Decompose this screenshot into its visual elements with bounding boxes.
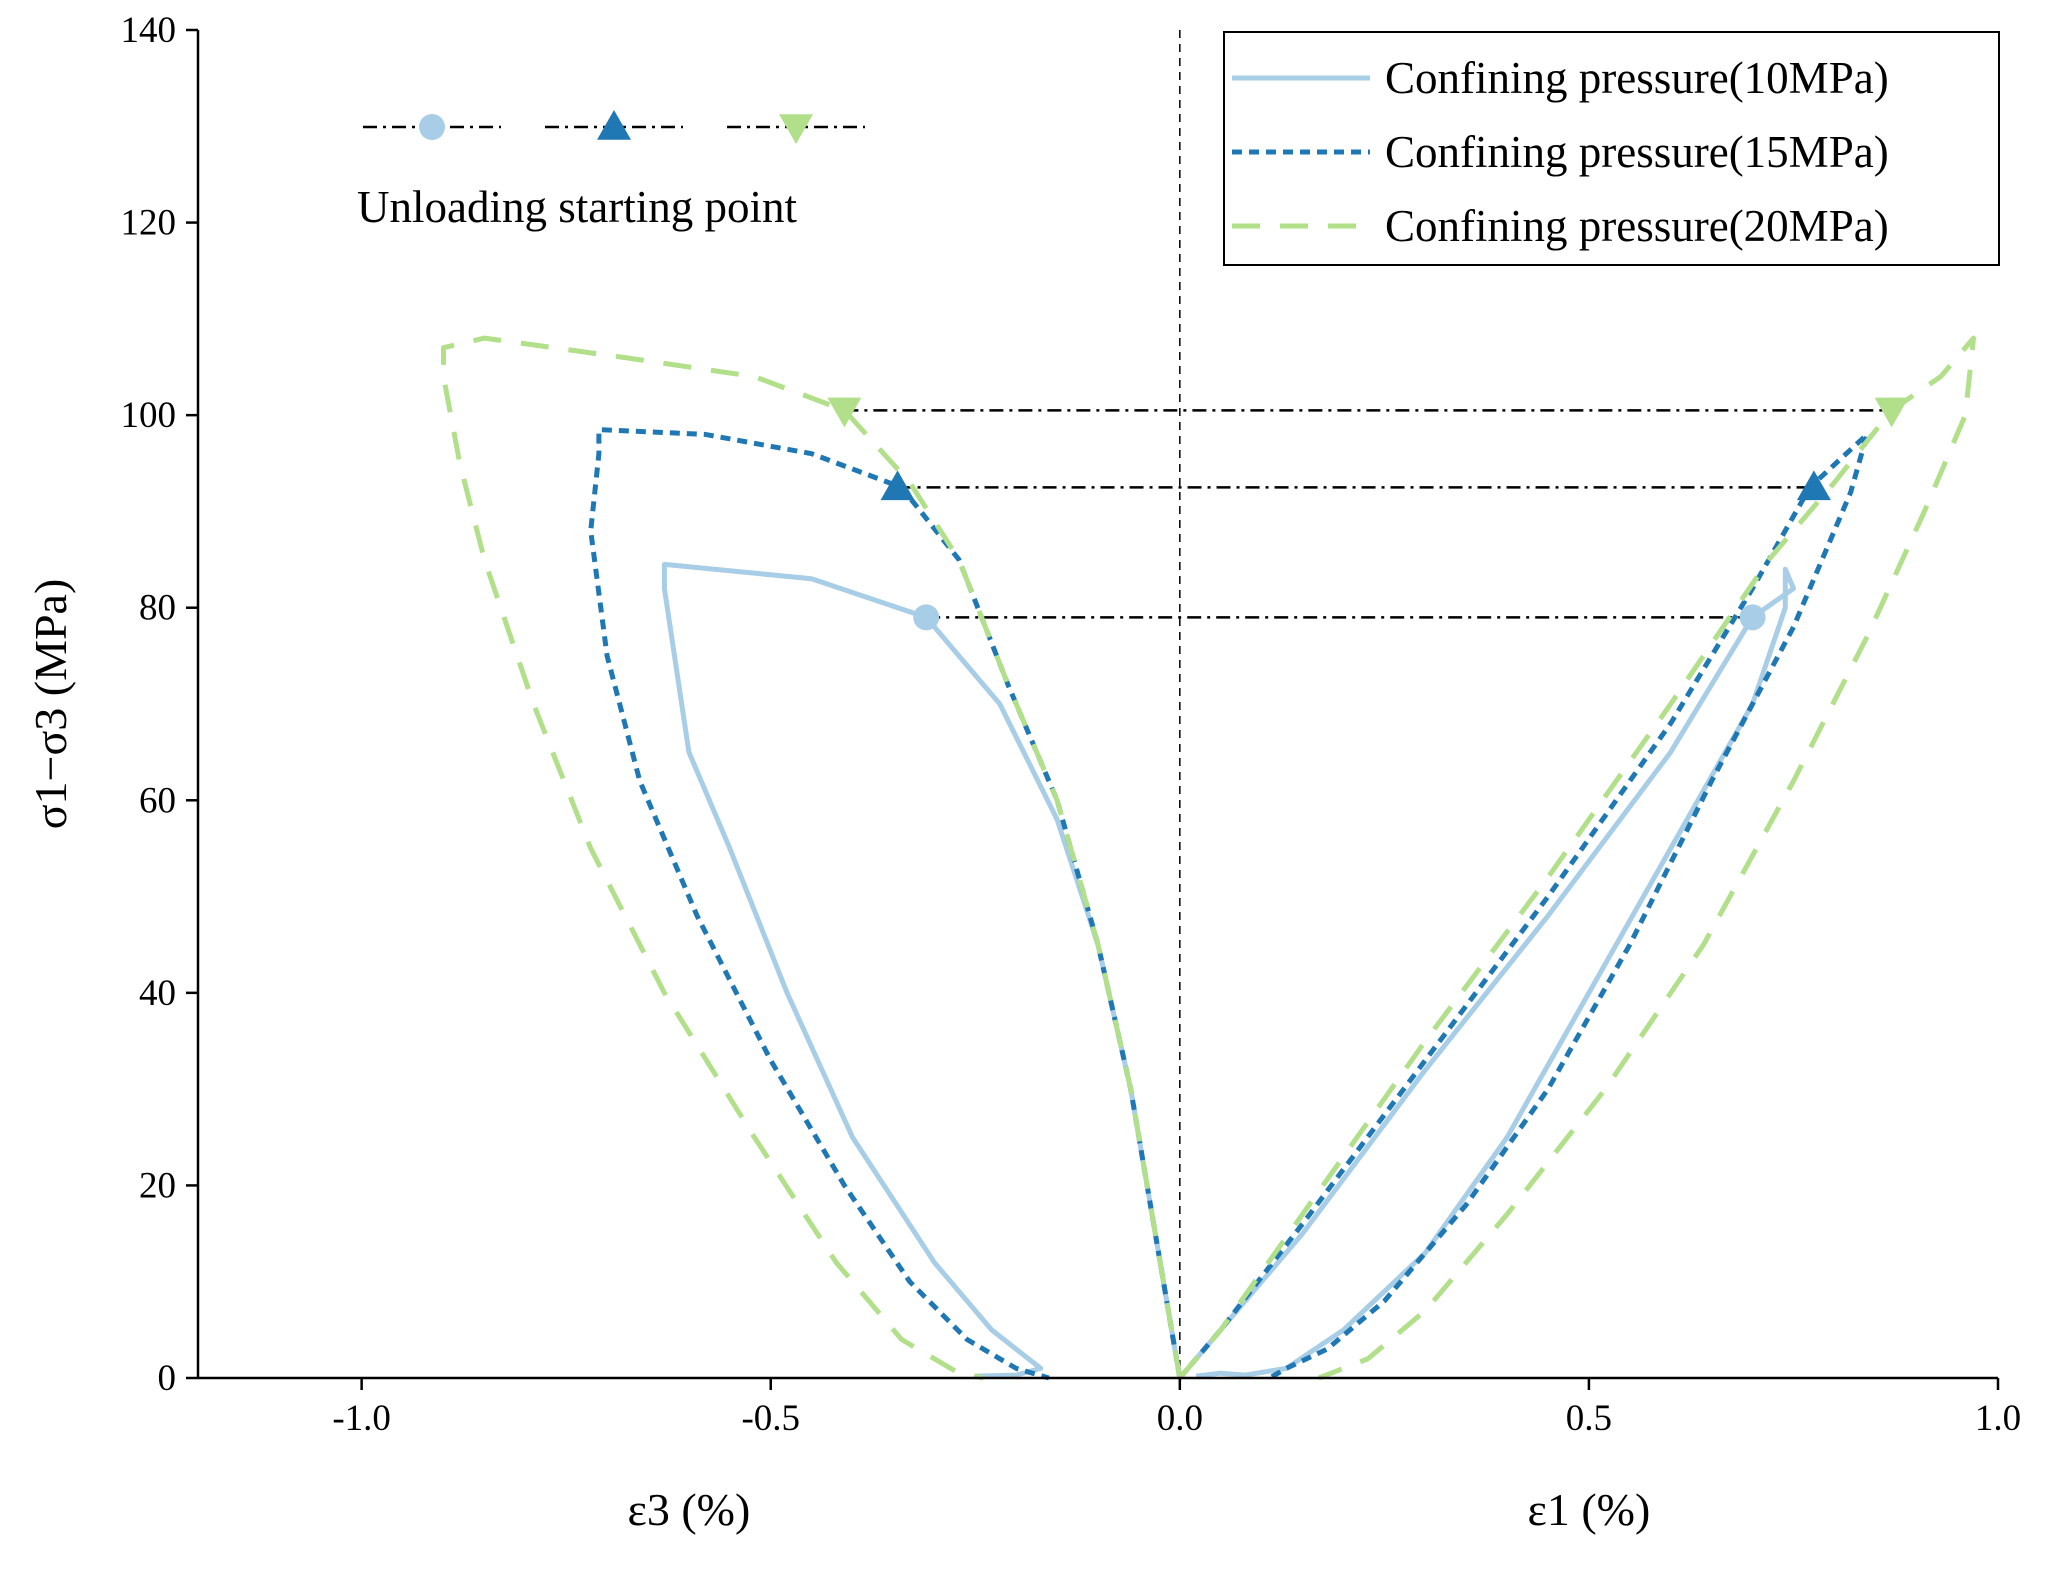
x-tick-label: 0.0 bbox=[1157, 1398, 1203, 1439]
x-tick-label: -1.0 bbox=[332, 1398, 391, 1439]
x-tick-label: 1.0 bbox=[1975, 1398, 2021, 1439]
series-2-eps3-curve bbox=[588, 427, 1183, 1381]
series-3-eps3-curve bbox=[441, 335, 1183, 1381]
unloading-marker-eps3-2 bbox=[880, 470, 915, 501]
axes: 0 20 40 60 80 100 120 140 -1.0 -0.5 0.0 0.5 1.0 σ1−σ3… bbox=[25, 10, 2021, 1535]
y-tick-label: 80 bbox=[139, 588, 176, 629]
y-tick-label: 100 bbox=[121, 395, 177, 436]
y-tick-label: 0 bbox=[158, 1358, 177, 1399]
unloading-marker-eps1-2 bbox=[1796, 470, 1831, 501]
unloading-marker-eps3-3 bbox=[827, 397, 862, 428]
y-tick-label: 120 bbox=[121, 203, 177, 244]
y-tick-label: 60 bbox=[139, 780, 176, 821]
y-tick-label: 140 bbox=[121, 10, 177, 51]
plot-area bbox=[441, 30, 1976, 1381]
legend-label-1: Confining pressure(10MPa) bbox=[1385, 53, 1889, 103]
y-tick-label: 20 bbox=[139, 1165, 176, 1206]
unloading-marker-eps3-1 bbox=[913, 604, 940, 631]
series-3-eps1-curve bbox=[1177, 335, 1976, 1381]
legend: Confining pressure(10MPa) Confining press… bbox=[1223, 31, 2000, 266]
marker-legend-symbol-3 bbox=[779, 114, 813, 144]
x-tick-label: -0.5 bbox=[741, 1398, 800, 1439]
x-axis-title-left: ε3 (%) bbox=[628, 1484, 751, 1535]
legend-label-3: Confining pressure(20MPa) bbox=[1385, 201, 1889, 251]
marker-legend-caption: Unloading starting point bbox=[357, 182, 797, 232]
marker-legend-symbol-1 bbox=[419, 114, 445, 140]
x-axis-title-right: ε1 (%) bbox=[1528, 1484, 1651, 1535]
legend-label-2: Confining pressure(15MPa) bbox=[1385, 127, 1889, 177]
series-1-eps1-curve bbox=[1177, 566, 1796, 1380]
unloading-marker-eps1-3 bbox=[1874, 397, 1909, 428]
marker-legend: Unloading starting point bbox=[357, 110, 865, 232]
y-axis-title: σ1−σ3 (MPa) bbox=[25, 579, 76, 830]
y-tick-label: 40 bbox=[139, 973, 176, 1014]
series-1-eps3-curve bbox=[661, 561, 1183, 1379]
unloading-marker-eps1-1 bbox=[1739, 604, 1766, 631]
x-tick-label: 0.5 bbox=[1566, 1398, 1612, 1439]
marker-legend-symbol-2 bbox=[597, 110, 631, 140]
series-2-eps1-curve bbox=[1177, 431, 1870, 1381]
